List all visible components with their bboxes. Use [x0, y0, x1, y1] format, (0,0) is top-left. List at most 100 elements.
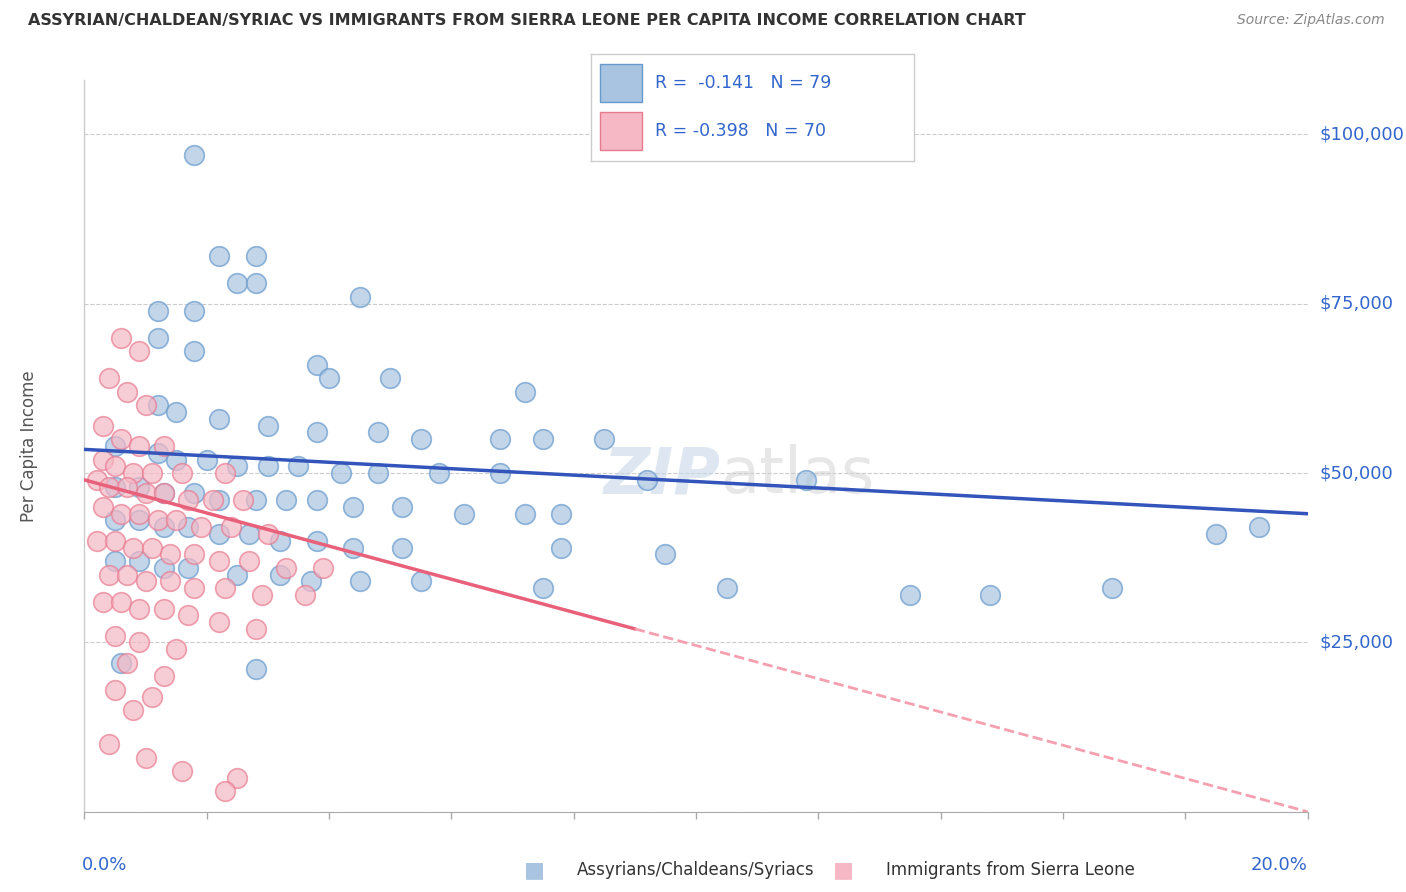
Text: ■: ■	[524, 860, 544, 880]
Point	[110, 595, 132, 609]
Text: Per Capita Income: Per Capita Income	[20, 370, 38, 522]
Point	[294, 588, 316, 602]
Point	[318, 371, 340, 385]
Point	[135, 750, 157, 764]
Point	[513, 507, 536, 521]
Point	[153, 561, 176, 575]
Point	[183, 148, 205, 162]
Point	[97, 737, 120, 751]
Point	[153, 520, 176, 534]
Point	[104, 459, 127, 474]
Point	[305, 493, 328, 508]
Text: $50,000: $50,000	[1320, 464, 1393, 482]
Point	[146, 331, 169, 345]
Point	[177, 520, 200, 534]
Point	[135, 574, 157, 589]
Point	[104, 439, 127, 453]
Text: 0.0%: 0.0%	[82, 855, 128, 873]
Point	[489, 466, 512, 480]
Point	[110, 432, 132, 446]
Point	[342, 541, 364, 555]
Point	[91, 418, 114, 433]
Point	[141, 541, 163, 555]
Point	[128, 344, 150, 359]
Point	[208, 527, 231, 541]
Point	[183, 344, 205, 359]
Point	[153, 601, 176, 615]
Point	[97, 480, 120, 494]
Point	[128, 635, 150, 649]
Point	[349, 290, 371, 304]
Point	[250, 588, 273, 602]
Point	[208, 249, 231, 263]
Point	[513, 384, 536, 399]
Point	[409, 432, 432, 446]
Point	[409, 574, 432, 589]
Point	[115, 384, 138, 399]
Point	[122, 541, 145, 555]
Point	[97, 371, 120, 385]
Point	[330, 466, 353, 480]
Point	[159, 547, 181, 561]
Point	[531, 432, 554, 446]
Point	[135, 486, 157, 500]
Point	[141, 466, 163, 480]
Point	[305, 533, 328, 548]
Point	[208, 412, 231, 426]
Point	[269, 533, 291, 548]
Text: $75,000: $75,000	[1320, 294, 1393, 313]
Point	[269, 567, 291, 582]
Point	[183, 547, 205, 561]
Point	[226, 567, 249, 582]
Point	[245, 622, 267, 636]
Point	[208, 615, 231, 629]
Point	[128, 507, 150, 521]
Point	[550, 507, 572, 521]
Text: $25,000: $25,000	[1320, 633, 1393, 651]
Point	[165, 405, 187, 419]
Point	[159, 574, 181, 589]
Point	[232, 493, 254, 508]
Point	[391, 541, 413, 555]
Point	[97, 567, 120, 582]
Point	[531, 581, 554, 595]
Point	[177, 561, 200, 575]
Point	[172, 466, 194, 480]
Point	[214, 466, 236, 480]
Point	[550, 541, 572, 555]
Point	[177, 608, 200, 623]
Point	[226, 277, 249, 291]
Point	[110, 656, 132, 670]
Point	[91, 500, 114, 514]
Point	[208, 493, 231, 508]
Point	[110, 507, 132, 521]
Point	[391, 500, 413, 514]
Point	[226, 459, 249, 474]
Point	[183, 581, 205, 595]
Point	[86, 533, 108, 548]
Point	[208, 554, 231, 568]
Point	[128, 554, 150, 568]
Point	[257, 459, 280, 474]
Point	[794, 473, 817, 487]
Point	[257, 527, 280, 541]
Point	[898, 588, 921, 602]
Point	[128, 439, 150, 453]
Point	[367, 425, 389, 440]
Point	[489, 432, 512, 446]
Point	[427, 466, 450, 480]
Point	[287, 459, 309, 474]
Point	[104, 533, 127, 548]
Point	[153, 439, 176, 453]
Point	[367, 466, 389, 480]
Point	[1205, 527, 1227, 541]
Bar	[600, 64, 643, 102]
Point	[245, 663, 267, 677]
Point	[128, 601, 150, 615]
Point	[214, 581, 236, 595]
Text: R =  -0.141   N = 79: R = -0.141 N = 79	[655, 74, 831, 92]
Point	[122, 703, 145, 717]
Point	[1101, 581, 1123, 595]
Point	[146, 303, 169, 318]
Point	[104, 629, 127, 643]
